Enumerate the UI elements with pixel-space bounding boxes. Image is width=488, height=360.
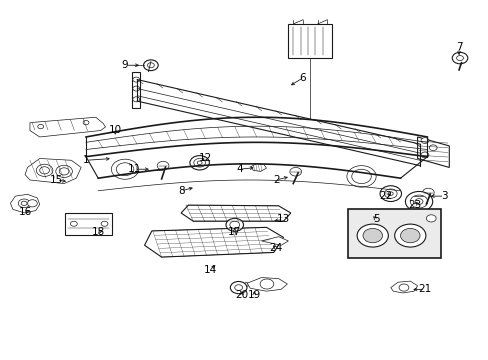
Text: 1: 1 [82,155,89,165]
Circle shape [38,125,43,129]
Polygon shape [25,158,81,184]
Polygon shape [238,282,248,289]
Circle shape [394,224,425,247]
Text: 19: 19 [247,291,260,301]
Circle shape [422,188,433,197]
Circle shape [234,285,242,291]
Circle shape [133,77,140,82]
Circle shape [143,60,158,71]
Circle shape [27,200,37,207]
Text: 15: 15 [50,175,63,185]
Text: 24: 24 [269,243,282,253]
Circle shape [133,97,140,102]
Circle shape [40,167,49,174]
Text: 21: 21 [417,284,430,294]
Polygon shape [181,205,290,221]
Circle shape [428,145,436,150]
Circle shape [225,219,243,231]
Text: 14: 14 [203,265,217,275]
Circle shape [398,284,408,291]
Text: 5: 5 [372,215,379,224]
Circle shape [400,228,419,243]
FancyBboxPatch shape [65,213,112,235]
Circle shape [420,138,428,143]
Circle shape [101,221,108,226]
Text: 13: 13 [276,215,289,224]
Polygon shape [144,227,283,257]
Circle shape [59,168,69,175]
Text: 17: 17 [228,227,241,237]
Circle shape [451,52,467,64]
Text: 7: 7 [455,42,462,52]
Circle shape [384,189,396,198]
Circle shape [456,55,463,60]
Circle shape [420,152,428,158]
Circle shape [189,156,209,170]
Text: 9: 9 [122,60,128,70]
FancyBboxPatch shape [288,24,331,58]
Circle shape [409,195,427,208]
Circle shape [414,199,422,204]
Circle shape [116,163,134,176]
FancyBboxPatch shape [347,210,440,258]
Circle shape [405,192,432,212]
Circle shape [229,221,239,228]
Text: 23: 23 [407,200,421,210]
Circle shape [157,161,168,170]
Polygon shape [261,237,288,245]
Circle shape [18,199,30,208]
Polygon shape [390,281,417,293]
Circle shape [387,192,392,195]
Polygon shape [10,194,40,213]
Polygon shape [246,278,287,291]
Text: 11: 11 [128,164,141,174]
Text: 2: 2 [272,175,279,185]
Circle shape [147,63,154,68]
Circle shape [351,169,370,184]
Circle shape [56,165,72,177]
Text: 6: 6 [299,73,305,83]
Text: 16: 16 [19,207,32,217]
Polygon shape [30,117,105,137]
Text: 20: 20 [235,291,248,301]
Circle shape [230,282,246,294]
Circle shape [289,167,301,176]
Circle shape [426,215,435,222]
Circle shape [193,158,205,167]
Circle shape [346,166,375,187]
Circle shape [356,224,387,247]
Circle shape [133,86,140,91]
Text: 8: 8 [178,186,184,196]
Circle shape [111,159,139,179]
Text: 10: 10 [108,125,122,135]
Text: 22: 22 [379,191,392,201]
Text: 12: 12 [199,153,212,163]
Circle shape [379,186,401,202]
Circle shape [83,121,89,125]
Polygon shape [250,163,266,171]
Text: 3: 3 [440,191,447,201]
Circle shape [362,228,382,243]
Text: 18: 18 [91,227,104,237]
Circle shape [70,221,77,226]
Circle shape [197,161,202,165]
Circle shape [36,164,53,176]
Polygon shape [132,72,140,108]
Circle shape [260,279,273,289]
Polygon shape [417,137,448,167]
Circle shape [21,201,27,206]
Text: 4: 4 [236,164,243,174]
